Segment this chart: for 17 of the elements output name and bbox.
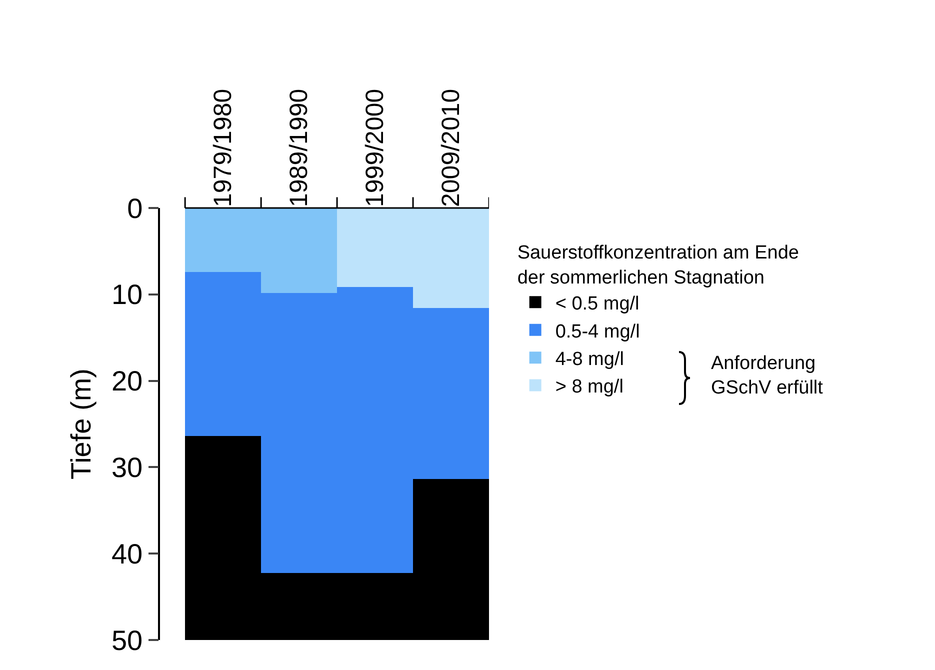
legend-label: 0.5-4 mg/l <box>555 321 640 342</box>
y-axis-title: Tiefe (m) <box>66 368 97 480</box>
y-tick-label: 40 <box>111 538 143 570</box>
y-tick-label: 10 <box>111 279 143 310</box>
x-tick-label: 2009/2010 <box>437 88 466 207</box>
y-tick-label: 50 <box>111 624 143 656</box>
y-tick-label: 20 <box>111 366 143 397</box>
x-tick-label: 1999/2000 <box>361 88 390 207</box>
legend-label: < 0.5 mg/l <box>555 294 640 315</box>
legend-title: Sauerstoffkonzentration am Ende der sommerlichen Stagnation <box>517 242 799 288</box>
x-tick-label: 1979/1980 <box>209 88 238 207</box>
text: Anforderung GSchV erfüllt <box>711 353 824 399</box>
x-tick-label: 1989/1990 <box>285 88 314 207</box>
y-tick-label: 30 <box>111 452 143 483</box>
legend-label: > 8 mg/l <box>555 376 624 398</box>
y-tick-label: 0 <box>127 192 143 224</box>
legend-label: 4-8 mg/l <box>555 348 624 370</box>
